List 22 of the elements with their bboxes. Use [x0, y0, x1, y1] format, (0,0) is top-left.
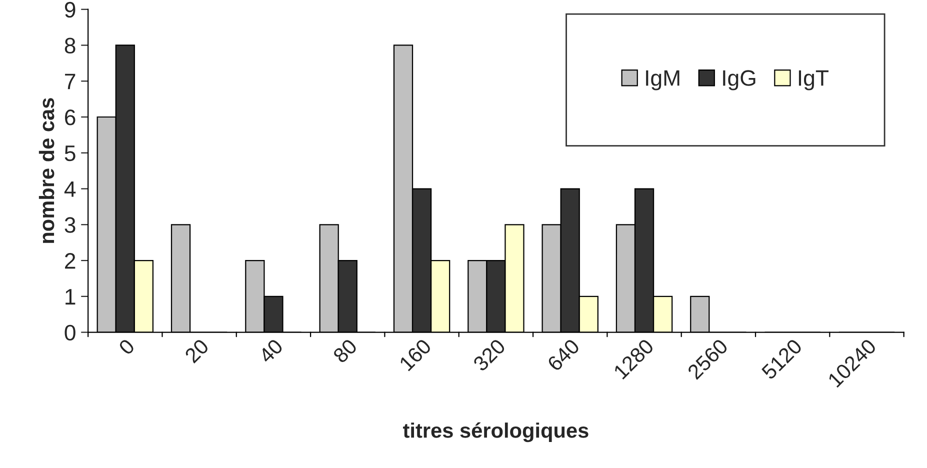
y-tick-label: 2	[65, 253, 76, 269]
x-tick-label: 0	[118, 338, 136, 356]
y-tick-label: 6	[65, 110, 76, 126]
x-axis-title: titres sérologiques	[403, 422, 588, 442]
y-tick-label: 1	[66, 289, 76, 304]
legend-label: IgT	[798, 70, 828, 90]
x-tick-label: 160	[398, 338, 432, 372]
legend-label: IgG	[723, 70, 756, 90]
x-tick-label: 20	[184, 338, 210, 364]
y-tick-label: 5	[64, 146, 76, 162]
y-tick-label: 3	[64, 217, 76, 233]
y-tick-label: 7	[65, 74, 76, 90]
y-tick-label: 4	[64, 182, 76, 197]
y-axis-title: nombre de cas	[38, 98, 54, 243]
x-tick-label: 640	[546, 338, 580, 372]
y-tick-label: 8	[64, 38, 76, 54]
y-tick-label: 9	[64, 2, 76, 18]
x-tick-label: 320	[472, 338, 506, 372]
x-tick-label: 80	[332, 338, 358, 364]
legend-label: IgM	[646, 70, 680, 90]
y-tick-label: 0	[64, 324, 76, 341]
x-tick-label: 40	[258, 338, 284, 364]
